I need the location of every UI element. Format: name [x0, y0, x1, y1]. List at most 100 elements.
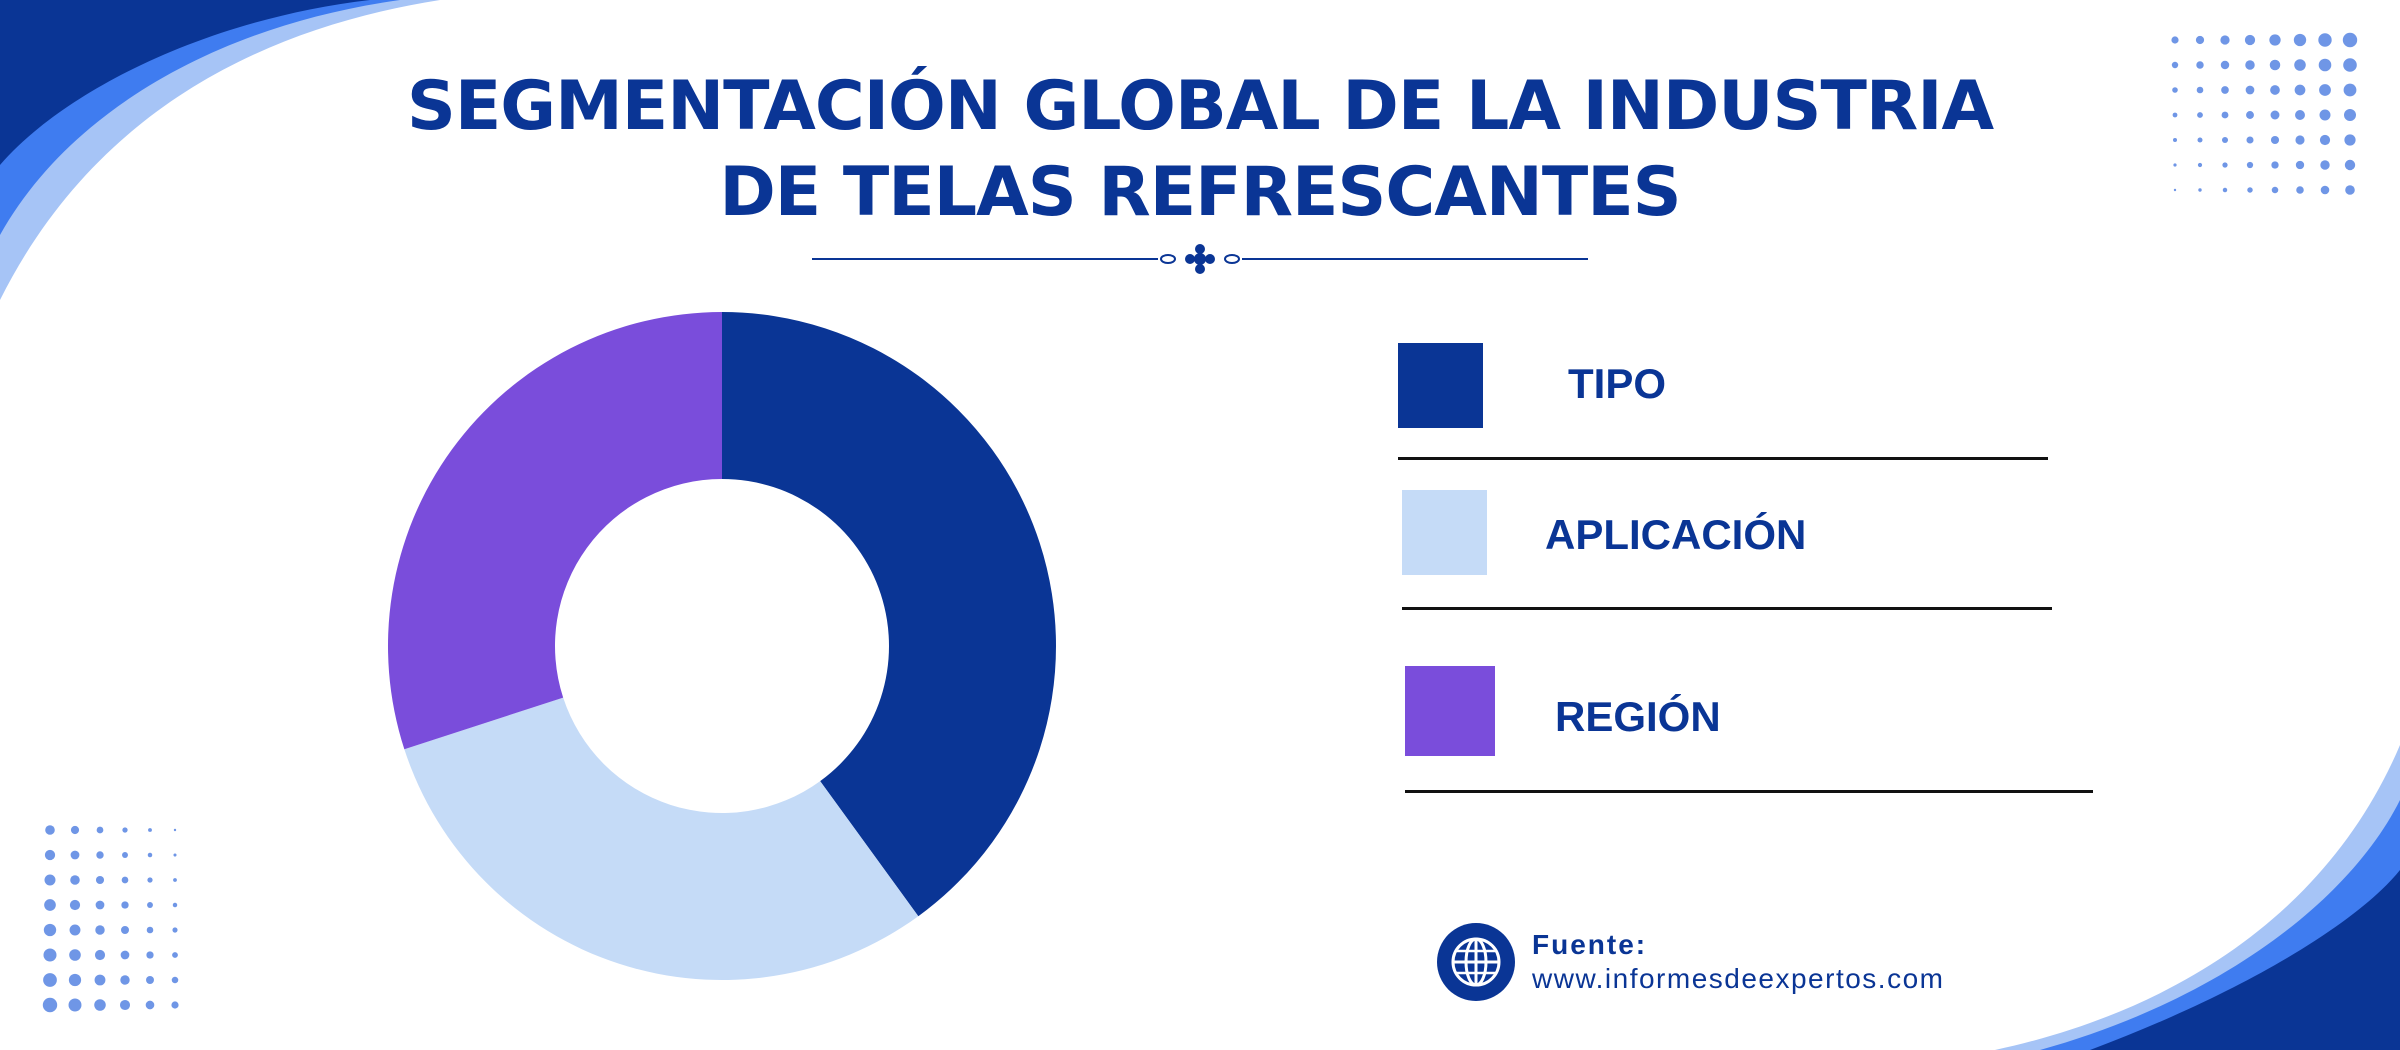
decor-dot: [2294, 84, 2306, 96]
decor-dot: [146, 926, 154, 934]
decor-dot: [172, 927, 178, 933]
decor-dot: [2198, 188, 2202, 192]
decor-dot: [2320, 160, 2330, 170]
decor-dot: [2319, 134, 2331, 146]
decor-dot: [2319, 84, 2331, 96]
decor-dot: [2295, 160, 2305, 170]
source-label: Fuente:: [1532, 929, 1648, 960]
slice-aplicacion: [404, 697, 919, 980]
decor-dot: [2269, 59, 2281, 71]
decor-dot: [2295, 135, 2305, 145]
decor-dot: [70, 875, 80, 885]
decor-dot: [43, 923, 57, 937]
decor-dot: [2197, 137, 2203, 143]
page-title: SEGMENTACIÓN GLOBAL DE LA INDUSTRIA DE T…: [300, 64, 2100, 236]
dot-grid-top-right: [2171, 32, 2358, 195]
decor-dot: [2344, 109, 2356, 121]
decor-dot: [2270, 85, 2280, 95]
dot-grid-bottom-left: [42, 825, 179, 1013]
decor-dot: [121, 876, 129, 884]
decor-dot: [2319, 109, 2331, 121]
decor-dot: [96, 851, 104, 859]
decor-dot: [2196, 86, 2204, 94]
decor-dot: [2342, 32, 2358, 48]
decor-dot: [70, 825, 80, 835]
legend-divider-region: [1405, 790, 2093, 793]
decor-dot: [172, 952, 178, 958]
decor-dot: [2318, 33, 2332, 47]
top-left-swoosh-dark: [0, 0, 370, 165]
decor-dot: [2173, 163, 2177, 167]
decor-dot: [145, 1000, 155, 1010]
legend-label-tipo: TIPO: [1568, 360, 1667, 407]
decor-dot: [148, 828, 152, 832]
decor-dot: [2345, 185, 2355, 195]
decor-dot: [44, 874, 56, 886]
decor-dot: [45, 825, 55, 835]
decor-dot: [172, 902, 178, 908]
source-credit: Fuente: www.informesdeexpertos.com: [1437, 921, 1997, 1005]
legend-divider-tipo: [1398, 457, 2048, 460]
decor-dot: [122, 852, 128, 858]
decor-dot: [2171, 36, 2179, 44]
decor-dot: [2221, 111, 2229, 119]
slice-tipo: [722, 312, 1056, 917]
decor-dot: [119, 999, 131, 1011]
decor-dot: [2244, 34, 2256, 46]
decor-dot: [95, 900, 105, 910]
decor-dot: [2222, 162, 2228, 168]
decor-dot: [2246, 111, 2254, 119]
decor-dot: [42, 997, 58, 1013]
decor-dot: [120, 975, 130, 985]
decor-dot: [2220, 60, 2230, 70]
decor-dot: [2295, 110, 2305, 120]
decor-dot: [2246, 161, 2254, 169]
decor-dot: [2195, 35, 2205, 45]
legend-swatch-tipo: [1398, 343, 1483, 428]
decor-dot: [173, 828, 177, 832]
decor-dot: [146, 951, 154, 959]
decor-dot: [43, 973, 57, 987]
decor-dot: [2270, 135, 2280, 145]
decor-dot: [2271, 161, 2279, 169]
decor-dot: [2197, 162, 2203, 168]
legend-divider-aplicacion: [1402, 607, 2052, 610]
decor-dot: [2293, 33, 2307, 47]
decor-dot: [2271, 186, 2279, 194]
title-line-1: SEGMENTACIÓN GLOBAL DE LA INDUSTRIA: [406, 67, 1994, 146]
decor-dot: [2222, 187, 2228, 193]
decor-dot: [2173, 138, 2177, 142]
legend-swatch-aplicacion: [1402, 490, 1487, 575]
decor-dot: [68, 998, 82, 1012]
decor-dot: [94, 949, 106, 961]
title-line-2: DE TELAS REFRESCANTES: [719, 153, 1681, 232]
decor-dot: [147, 852, 153, 858]
decor-dot: [2171, 61, 2179, 69]
decor-dot: [2196, 61, 2204, 69]
decor-dot: [68, 973, 82, 987]
decor-dot: [2344, 134, 2356, 146]
decor-dot: [2270, 110, 2280, 120]
slice-region: [388, 311, 722, 750]
decor-dot: [147, 877, 153, 883]
decor-dot: [69, 899, 81, 911]
decor-dot: [44, 849, 56, 861]
decor-dot: [121, 901, 129, 909]
chart-slices: [388, 311, 1056, 980]
decor-dot: [69, 924, 81, 936]
decor-dot: [2296, 186, 2304, 194]
decor-dot: [2220, 35, 2230, 45]
decor-dot: [2246, 136, 2254, 144]
decor-dot: [2343, 58, 2357, 72]
decor-dot: [2320, 185, 2330, 195]
decor-dot: [2343, 83, 2357, 97]
decor-dot: [171, 976, 179, 984]
decor-dot: [2221, 86, 2229, 94]
decor-dot: [2318, 58, 2332, 72]
decor-dot: [95, 875, 105, 885]
source-url[interactable]: www.informesdeexpertos.com: [1532, 963, 1945, 994]
decor-dot: [2269, 34, 2281, 46]
legend-label-region: REGIÓN: [1555, 693, 1721, 740]
